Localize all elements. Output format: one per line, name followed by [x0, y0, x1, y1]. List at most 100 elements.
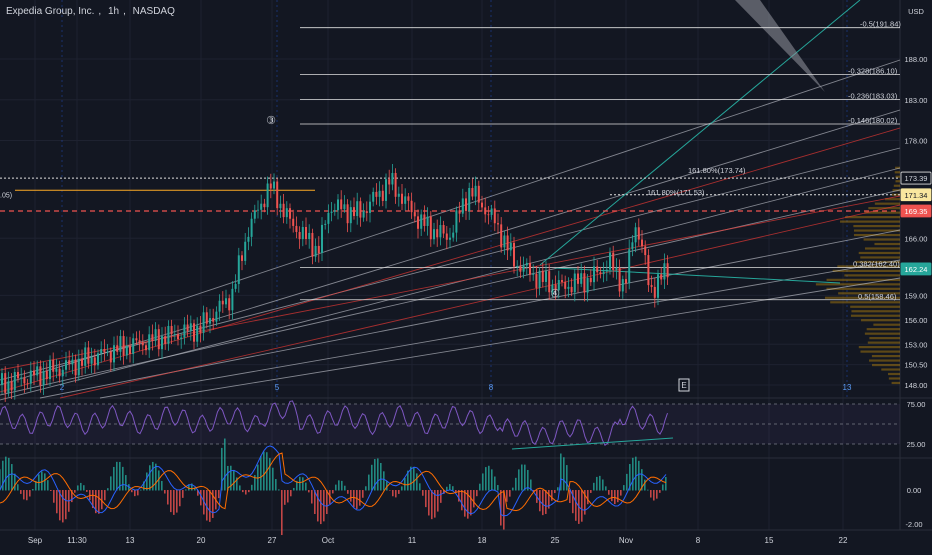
candle-body	[394, 172, 397, 197]
macd-histogram-bar	[11, 464, 13, 491]
earnings-event-label: E	[681, 381, 686, 390]
volume-profile-bar	[824, 296, 900, 299]
macd-histogram-bar	[641, 469, 643, 491]
candle-body	[93, 357, 96, 366]
macd-histogram-bar	[425, 490, 427, 508]
macd-histogram-bar	[176, 490, 178, 513]
macd-histogram-bar	[602, 479, 604, 491]
macd-histogram-bar	[308, 490, 310, 493]
macd-histogram-bar	[629, 464, 631, 491]
candle-body	[4, 373, 7, 393]
macd-histogram-bar	[662, 484, 664, 491]
trend-channel-line	[0, 147, 901, 381]
macd-histogram-bar	[494, 476, 496, 491]
candle-body	[461, 198, 464, 214]
candle-body	[29, 370, 32, 384]
macd-histogram-bar	[59, 490, 61, 521]
volume-profile-bar	[892, 193, 900, 196]
volume-profile-bar	[815, 283, 900, 286]
candle-body	[103, 348, 106, 353]
currency-label: USD	[908, 7, 924, 16]
candle-body	[663, 263, 666, 280]
candle-body	[90, 357, 93, 364]
candle-body	[77, 358, 80, 376]
candle-body	[375, 191, 378, 197]
macd-histogram-bar	[14, 473, 16, 491]
candle-body	[628, 249, 631, 284]
volume-profile-bar	[874, 242, 900, 246]
candle-body	[260, 203, 263, 210]
candle-body	[138, 340, 141, 343]
trend-channel-line	[0, 189, 901, 396]
price-badge-label: 169.35	[905, 207, 928, 216]
volume-profile-bar	[861, 319, 900, 322]
candle-body	[221, 300, 224, 305]
trend-channel-line	[0, 59, 901, 361]
macd-histogram-bar	[260, 456, 262, 491]
macd-histogram-bar	[344, 485, 346, 491]
macd-histogram-bar	[446, 486, 448, 491]
candle-body	[477, 185, 480, 203]
time-axis-label: 18	[478, 536, 487, 545]
macd-histogram-bar	[131, 490, 133, 493]
macd-histogram-bar	[173, 490, 175, 515]
candle-body	[570, 286, 573, 293]
extension-label: 161.80%(171.53)	[647, 188, 705, 197]
candle-body	[381, 190, 384, 201]
candle-body	[561, 280, 563, 282]
candle-body	[39, 366, 42, 386]
macd-histogram-bar	[566, 465, 568, 491]
candle-body	[621, 279, 624, 292]
candle-body	[346, 204, 349, 224]
volume-profile-bar	[863, 238, 900, 241]
candle-body	[129, 345, 131, 355]
time-axis-label: 11	[408, 536, 417, 545]
candle-body	[490, 208, 493, 215]
macd-histogram-bar	[170, 490, 172, 513]
candle-body	[564, 281, 567, 289]
fib-level-label: 0.382(162.40)	[853, 260, 900, 269]
candle-body	[167, 325, 170, 344]
candle-body	[279, 203, 282, 209]
macd-histogram-bar	[254, 475, 256, 491]
macd-histogram-bar	[146, 472, 148, 491]
macd-histogram-bar	[476, 490, 478, 497]
candle-body	[445, 233, 448, 240]
volume-profile-bar	[860, 350, 900, 353]
macd-histogram-bar	[275, 479, 277, 491]
candle-body	[500, 224, 503, 248]
volume-profile-bar	[853, 224, 900, 228]
candle-body	[189, 323, 192, 331]
candle-body	[164, 336, 167, 344]
candle-body	[413, 212, 416, 217]
symbol-header[interactable]: Expedia Group, Inc., 1h, NASDAQ	[6, 6, 175, 17]
volume-profile-bar	[866, 328, 900, 331]
candle-body	[442, 225, 445, 234]
macd-histogram-bar	[83, 485, 85, 491]
price-axis-tick: 148.00	[905, 381, 928, 390]
candle-body	[388, 179, 391, 185]
interval-label[interactable]: 1h	[107, 6, 120, 17]
candle-body	[349, 207, 352, 224]
macd-histogram-bar	[338, 480, 340, 491]
macd-histogram-bar	[263, 451, 265, 491]
candle-body	[317, 245, 320, 254]
macd-histogram-bar	[518, 469, 520, 491]
volume-profile-bar	[855, 260, 900, 264]
volume-profile-bar	[851, 310, 900, 313]
volume-profile-bar	[858, 346, 900, 349]
macd-histogram-bar	[635, 456, 637, 491]
candle-body	[276, 181, 279, 209]
macd-histogram-bar	[143, 481, 145, 491]
macd-histogram-bar	[434, 490, 436, 518]
earnings-event-marker	[678, 378, 690, 392]
macd-histogram-bar	[44, 473, 46, 491]
macd-histogram-bar	[200, 490, 202, 506]
macd-histogram-bar	[314, 490, 316, 515]
candle-body	[42, 371, 45, 386]
volume-profile-bar	[894, 171, 900, 174]
candle-body	[113, 345, 115, 363]
macd-histogram-bar	[140, 489, 142, 491]
